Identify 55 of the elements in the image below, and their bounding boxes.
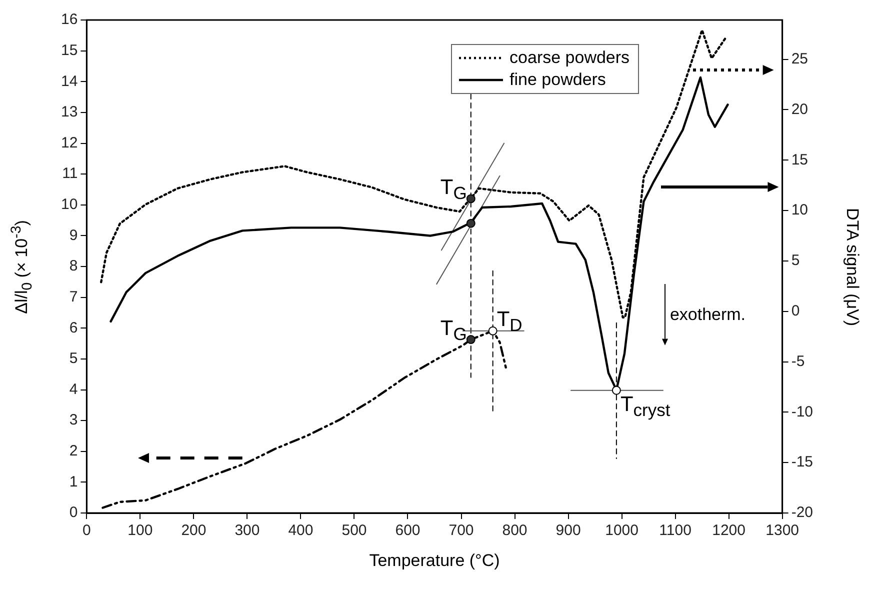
x-tick-label: 1300 [766, 522, 800, 540]
point [466, 335, 476, 344]
y2-tick-label: 0 [791, 302, 800, 320]
y-tick-label: 4 [69, 380, 78, 398]
annotation: T$_{G}$ [440, 176, 467, 203]
x-tick-label: 1200 [712, 522, 746, 540]
point [466, 218, 476, 228]
x-tick-label: 700 [448, 522, 474, 540]
x-axis-title: Temperature (°C) [369, 551, 500, 571]
y-tick-label: 14 [60, 72, 78, 90]
x-tick-label: 100 [128, 522, 153, 540]
annotation: T$_{D}$ [496, 308, 522, 336]
x-tick-label: 0 [82, 522, 91, 540]
y2-tick-label: 25 [791, 50, 808, 68]
y-tick-label: 1 [69, 473, 78, 490]
annotation: exotherm. [670, 305, 746, 326]
y2-tick-label: 20 [791, 100, 808, 118]
y-tick-label: 10 [60, 196, 78, 214]
x-tick-label: 1000 [605, 522, 638, 540]
x-tick-label: 900 [556, 522, 581, 540]
y-tick-label: 5 [69, 350, 78, 368]
y-tick-label: 8 [69, 258, 78, 275]
y2-tick-label: -15 [791, 454, 814, 471]
point [488, 326, 498, 336]
y-tick-label: 16 [60, 11, 78, 28]
y2-tick-label: -20 [791, 504, 814, 522]
y2-tick-label: -10 [791, 403, 814, 420]
x-tick-label: 800 [502, 522, 528, 540]
y-tick-label: 0 [69, 504, 78, 522]
x-tick-label: 600 [395, 522, 420, 540]
y2-tick-label: -5 [791, 352, 805, 370]
y-tick-label: 12 [60, 134, 78, 152]
x-tick-label: 200 [181, 522, 206, 540]
y-tick-label: 2 [69, 442, 78, 460]
y2-tick-label: 15 [791, 151, 808, 168]
y-tick-label: 11 [62, 165, 78, 182]
point [466, 194, 476, 204]
y2-axis-title: DTA signal (μV) [842, 207, 862, 326]
x-tick-label: 400 [288, 522, 314, 540]
annotation: T$_{G}$ [440, 316, 467, 344]
x-tick-label: 500 [342, 522, 367, 540]
y-tick-label: 13 [60, 104, 78, 121]
y-tick-label: 15 [60, 42, 78, 59]
x-tick-label: 1100 [659, 522, 692, 540]
y-tick-label: 3 [69, 412, 78, 429]
y-tick-label: 7 [69, 288, 78, 306]
annotation: T$_{cryst}$ [620, 393, 670, 421]
x-tick-label: 300 [234, 522, 260, 540]
legend-label: coarse powders [510, 47, 630, 69]
point [612, 386, 621, 395]
legend-label: fine powders [510, 69, 606, 91]
y2-tick-label: 10 [791, 202, 808, 219]
y-tick-label: 9 [69, 226, 78, 244]
y2-tick-label: 5 [791, 252, 800, 270]
y-tick-label: 6 [69, 319, 78, 336]
